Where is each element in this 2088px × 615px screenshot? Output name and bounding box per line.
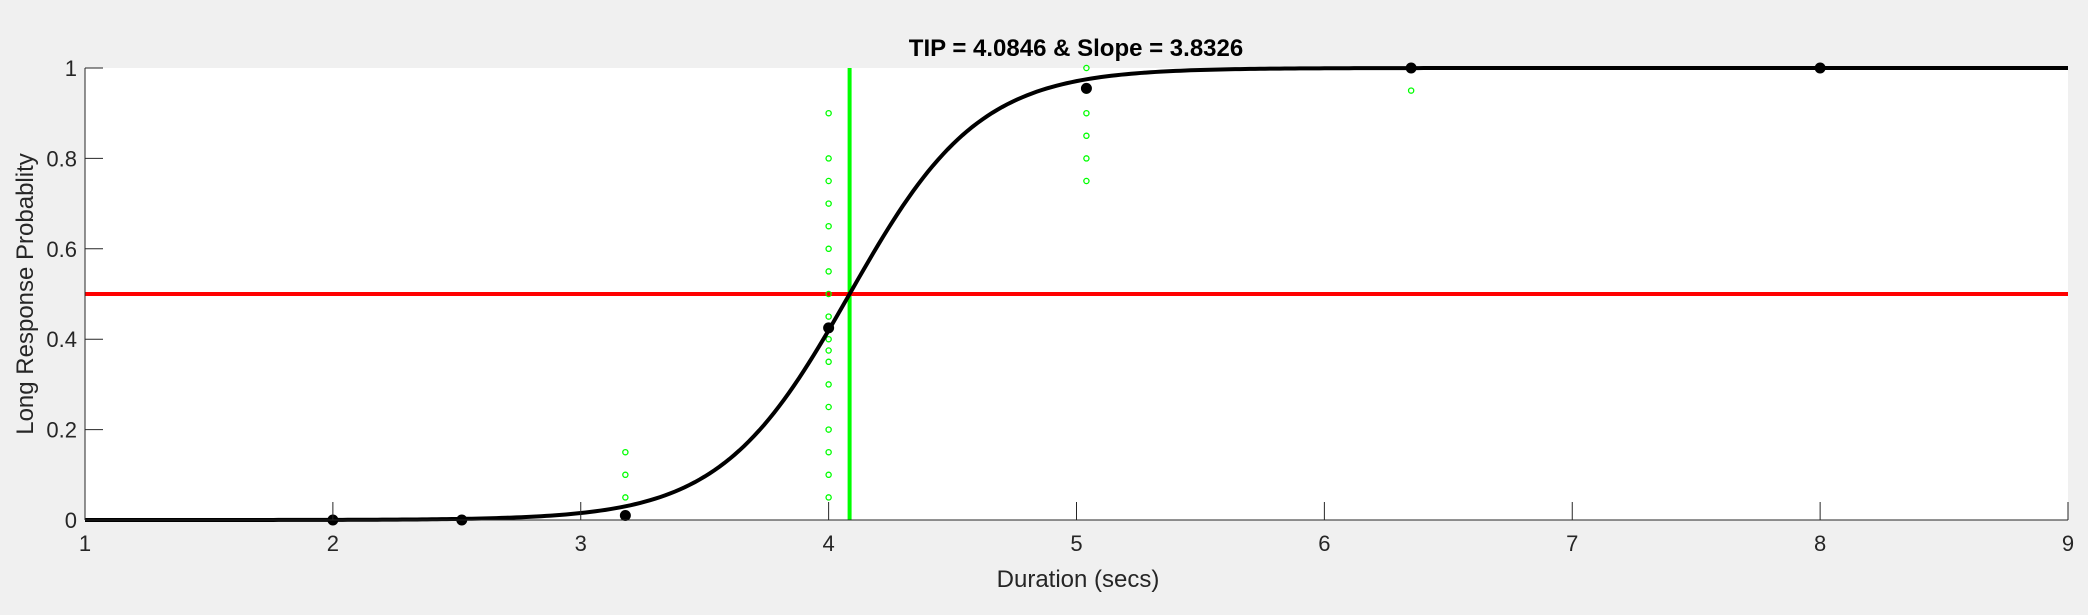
trial-point <box>825 200 832 207</box>
trial-point <box>825 448 832 456</box>
trial-point <box>622 494 629 501</box>
y-tick-label: 0.8 <box>46 146 77 171</box>
trial-point <box>825 494 832 501</box>
axes-layer: 1 2 3 4 5 6 7 8 9 0 0.2 0.4 0.6 0.8 1 <box>46 56 2074 556</box>
x-tick-label: 9 <box>2062 531 2074 556</box>
y-tick-label: 0 <box>65 508 77 533</box>
trial-point <box>825 222 832 230</box>
trial-point <box>825 335 832 343</box>
trial-point <box>622 471 629 479</box>
trial-point <box>825 313 832 320</box>
fit-curve-layer <box>85 66 2068 522</box>
mean-point <box>1405 62 1417 74</box>
trial-point <box>1083 64 1090 72</box>
trial-point <box>825 155 832 162</box>
mean-point <box>1080 82 1092 94</box>
mean-point <box>823 322 835 334</box>
trial-point <box>622 448 629 456</box>
trial-point <box>825 471 832 479</box>
x-tick-label: 3 <box>575 531 587 556</box>
x-tick-label: 5 <box>1070 531 1082 556</box>
trial-point <box>825 347 832 354</box>
x-tick-label: 2 <box>327 531 339 556</box>
trial-point <box>825 290 832 298</box>
trial-point <box>825 381 832 388</box>
y-tick-label: 1 <box>65 56 77 81</box>
trial-point <box>1083 109 1090 117</box>
trial-point <box>1083 155 1090 162</box>
trial-point <box>825 426 832 433</box>
trial-point <box>825 109 832 117</box>
trial-point <box>1083 132 1090 140</box>
trial-point <box>825 177 832 185</box>
mean-point <box>1814 62 1826 74</box>
y-tick-label: 0.2 <box>46 418 77 443</box>
x-tick-label: 4 <box>823 531 835 556</box>
trial-point <box>1083 177 1090 185</box>
fit-curve <box>85 66 2068 522</box>
x-tick-label: 6 <box>1318 531 1330 556</box>
trial-point <box>825 403 832 411</box>
trial-points-layer <box>622 64 1415 501</box>
chart-title: TIP = 4.0846 & Slope = 3.8326 <box>909 35 1243 62</box>
x-axis-label: Duration (secs) <box>997 566 1160 593</box>
trial-point <box>825 358 832 366</box>
trial-point <box>825 268 832 275</box>
x-tick-label: 8 <box>1814 531 1826 556</box>
mean-point <box>619 509 631 521</box>
trial-point <box>1407 87 1415 94</box>
x-tick-label: 1 <box>79 531 91 556</box>
y-tick-label: 0.6 <box>46 237 77 262</box>
trial-point <box>825 245 832 253</box>
y-tick-label: 0.4 <box>46 327 77 352</box>
x-tick-label: 7 <box>1566 531 1578 556</box>
y-axis-label: Long Response Probablity <box>12 153 39 435</box>
